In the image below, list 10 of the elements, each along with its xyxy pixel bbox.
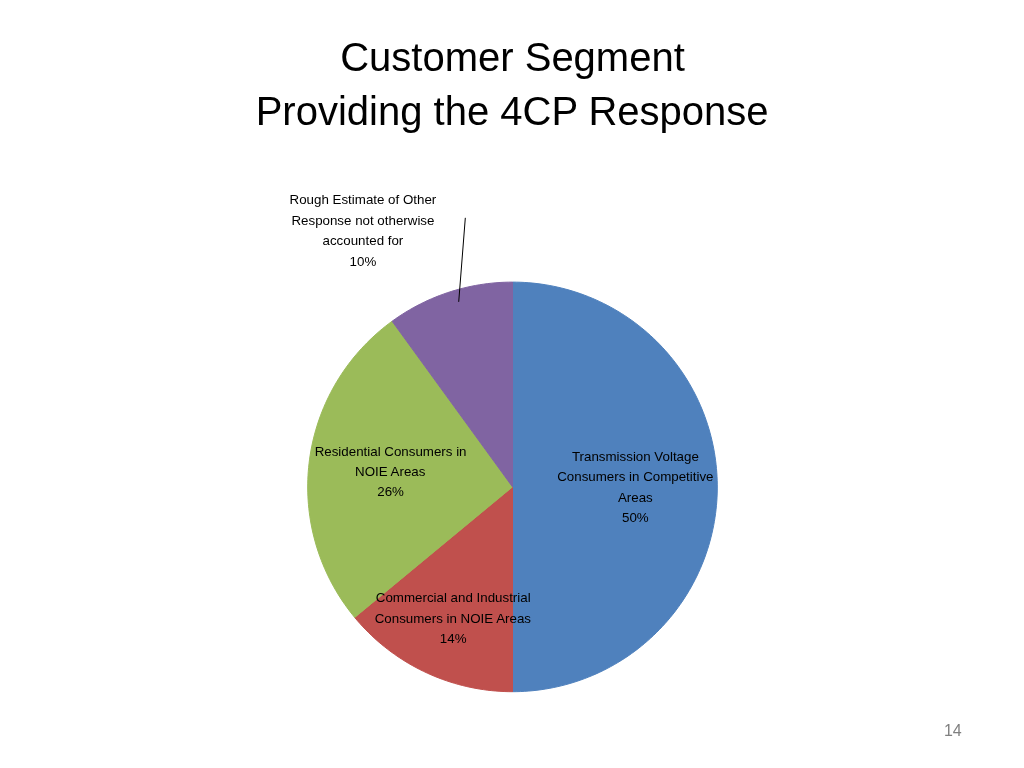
- text: 14: [943, 722, 962, 740]
- chart-title: Customer Segment: [340, 34, 685, 79]
- data-label: 50%: [622, 510, 649, 526]
- slice-label: Residential Consumers in NOIE Areas: [314, 443, 467, 479]
- data-label: 26%: [377, 484, 405, 500]
- chart-subtitle: Providing the 4CP Response: [255, 88, 769, 133]
- data-label: 10%: [349, 253, 377, 269]
- data-label: 14%: [439, 631, 467, 647]
- slice-label: Transmission Voltage Consumers in Competitive Areas: [557, 448, 714, 505]
- slice-label: Rough Estimate of Other Response not otherwise accounted for: [289, 192, 437, 249]
